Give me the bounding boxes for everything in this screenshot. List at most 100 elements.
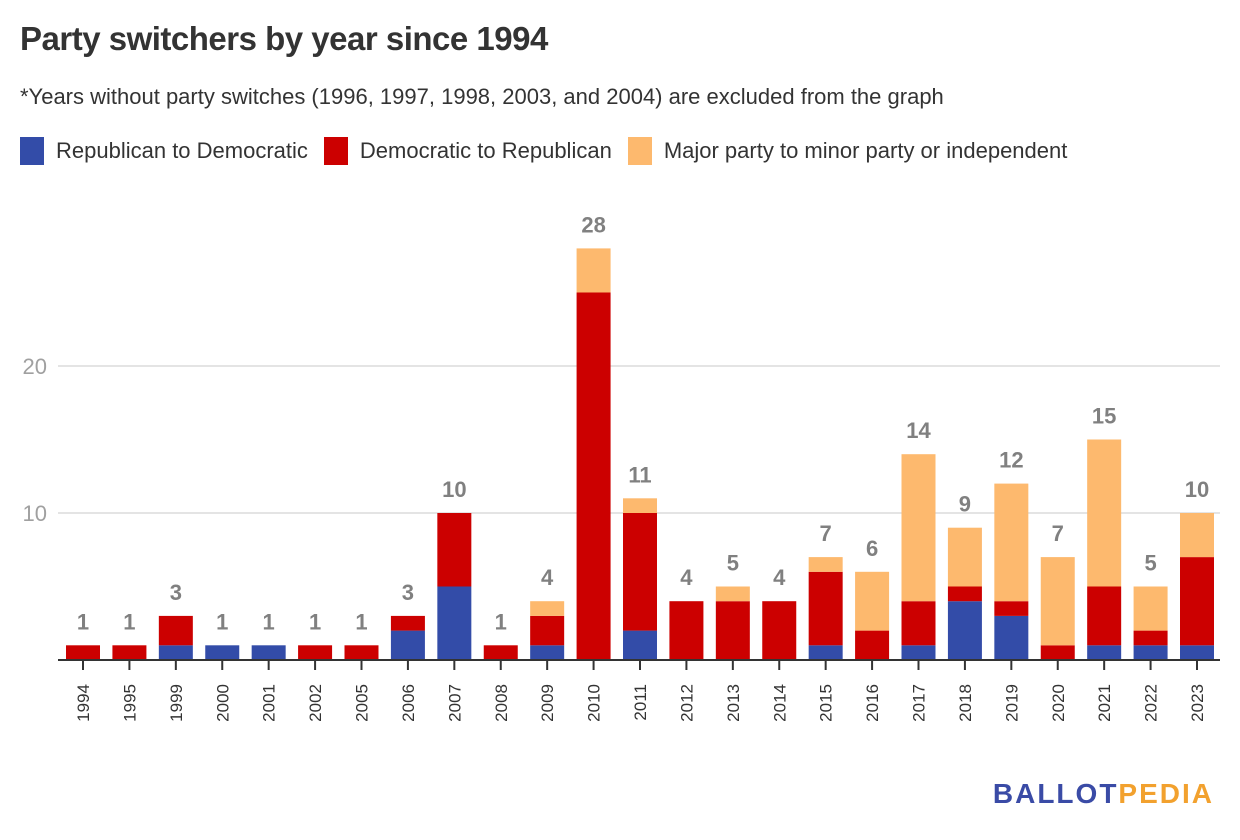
bar-segment-2007-s0 — [437, 586, 472, 660]
legend-label: Republican to Democratic — [56, 138, 308, 163]
x-tick-label: 1999 — [167, 684, 186, 722]
legend-swatch-rep-to-dem — [20, 137, 44, 165]
bar-segment-2011-s1 — [623, 513, 657, 631]
x-tick-label: 2014 — [770, 684, 789, 722]
logo-part-ballot: BALLOT — [992, 778, 1119, 809]
x-tick-label: 2002 — [306, 684, 325, 722]
legend-swatch-major-to-minor — [627, 137, 652, 165]
x-tick-label: 2015 — [817, 684, 836, 722]
bar-segment-2013-s1 — [715, 601, 750, 660]
bar-segment-2020-s1 — [1040, 645, 1075, 660]
data-label-2005: 1 — [355, 609, 367, 634]
bar-segment-2009-s2 — [530, 601, 565, 616]
bar-segment-2019-s1 — [994, 601, 1029, 616]
data-label-2012: 4 — [680, 565, 693, 590]
x-tick-label: 2010 — [585, 684, 604, 722]
x-tick-label: 2009 — [538, 684, 557, 722]
data-label-2014: 4 — [773, 565, 786, 590]
x-tick-label: 2023 — [1188, 684, 1207, 722]
x-tick-label: 2008 — [492, 684, 511, 722]
chart-subtitle: *Years without party switches (1996, 199… — [20, 84, 944, 109]
bar-segment-1994-s1 — [66, 645, 100, 660]
data-label-2009: 4 — [541, 565, 554, 590]
logo-part-pedia: PEDIA — [1118, 778, 1214, 809]
bar-segment-1995-s1 — [112, 645, 147, 660]
bar-segment-2015-s2 — [808, 557, 843, 572]
bar-segment-1999-s0 — [158, 645, 193, 660]
x-tick-label: 2018 — [956, 684, 975, 722]
data-label-2022: 5 — [1144, 551, 1156, 576]
legend-item-rep-to-dem: Republican to Democratic — [20, 137, 308, 165]
bar-segment-2019-s0 — [994, 615, 1029, 660]
bar-segment-2020-s2 — [1040, 557, 1075, 646]
bar-segment-2007-s1 — [437, 513, 472, 587]
x-tick-label: 2007 — [445, 684, 464, 722]
bar-segment-1999-s1 — [158, 615, 193, 646]
legend-item-dem-to-rep: Democratic to Republican — [323, 137, 612, 165]
bar-segment-2015-s0 — [808, 645, 843, 660]
bar-segment-2014-s1 — [762, 601, 797, 660]
bar-segment-2019-s2 — [994, 483, 1029, 602]
bar-segment-2017-s2 — [901, 454, 936, 602]
legend-swatch-dem-to-rep — [323, 137, 348, 165]
data-label-2008: 1 — [495, 609, 507, 634]
x-tick-label: 2012 — [677, 684, 696, 722]
x-tick-label: 2001 — [260, 684, 279, 722]
x-tick-label: 2016 — [863, 684, 882, 722]
x-tick-label: 2006 — [399, 684, 418, 722]
data-label-2015: 7 — [820, 521, 832, 546]
data-label-1995: 1 — [123, 609, 135, 634]
bar-segment-2013-s2 — [715, 586, 750, 602]
y-tick-label: 10 — [23, 501, 47, 526]
legend-label: Democratic to Republican — [359, 138, 612, 163]
x-tick-label: 2005 — [353, 684, 372, 722]
x-tick-label: 2000 — [213, 684, 232, 722]
data-label-2010: 28 — [581, 212, 605, 237]
data-label-1994: 1 — [77, 609, 89, 634]
bar-segment-2002-s1 — [298, 645, 333, 660]
bar-segment-2011-s0 — [623, 630, 657, 660]
bar-segment-2017-s1 — [901, 601, 936, 646]
bar-segment-2018-s2 — [947, 527, 982, 587]
bar-segment-2009-s0 — [530, 645, 565, 660]
data-label-2002: 1 — [309, 609, 321, 634]
x-tick-label: 2017 — [910, 684, 929, 722]
bar-segment-2022-s2 — [1133, 586, 1168, 631]
bar-segment-2017-s0 — [901, 645, 936, 660]
bar-segment-2010-s1 — [576, 292, 611, 660]
x-axis-ticks: 1994 1995 1999 2000 2001 2002 2005 2006 2007 2008… — [74, 661, 1207, 722]
bar-segment-2012-s1 — [669, 601, 704, 660]
data-label-2021: 15 — [1092, 404, 1116, 429]
bar-segment-2010-s2 — [576, 248, 611, 293]
y-tick-label: 20 — [23, 354, 47, 379]
bar-segment-2018-s1 — [947, 586, 982, 602]
data-label-2011: 11 — [628, 462, 651, 487]
bar-segment-2021-s0 — [1087, 645, 1122, 660]
data-label-2023: 10 — [1185, 477, 1209, 502]
gridlines: 10 20 — [23, 354, 1220, 526]
bar-segment-2011-s2 — [623, 498, 657, 513]
data-label-2017: 14 — [906, 418, 931, 443]
data-label-2019: 12 — [999, 448, 1023, 473]
bar-segment-2015-s1 — [808, 571, 843, 646]
data-label-2007: 10 — [442, 477, 466, 502]
legend-item-major-to-minor: Major party to minor party or independen… — [627, 137, 1067, 165]
bar-segment-2022-s0 — [1133, 645, 1168, 660]
x-tick-label: 2011 — [631, 684, 650, 721]
bar-segment-2016-s1 — [855, 630, 890, 660]
ballotpedia-logo: BALLOTPEDIA — [993, 778, 1214, 810]
x-tick-label: 1995 — [120, 684, 139, 722]
x-tick-label: 2019 — [1002, 684, 1021, 722]
chart-title: Party switchers by year since 1994 — [20, 20, 548, 57]
bar-segment-2006-s0 — [390, 630, 425, 660]
bar-segment-2001-s0 — [251, 645, 286, 660]
bar-segment-2016-s2 — [855, 571, 890, 631]
bar-segment-2023-s1 — [1180, 557, 1214, 646]
x-tick-label: 2021 — [1095, 684, 1114, 722]
bar-segment-2006-s1 — [390, 615, 425, 631]
x-tick-label: 2022 — [1142, 684, 1161, 722]
legend: Republican to Democratic Democratic to R… — [20, 137, 1083, 165]
bar-segment-2021-s2 — [1087, 439, 1122, 587]
